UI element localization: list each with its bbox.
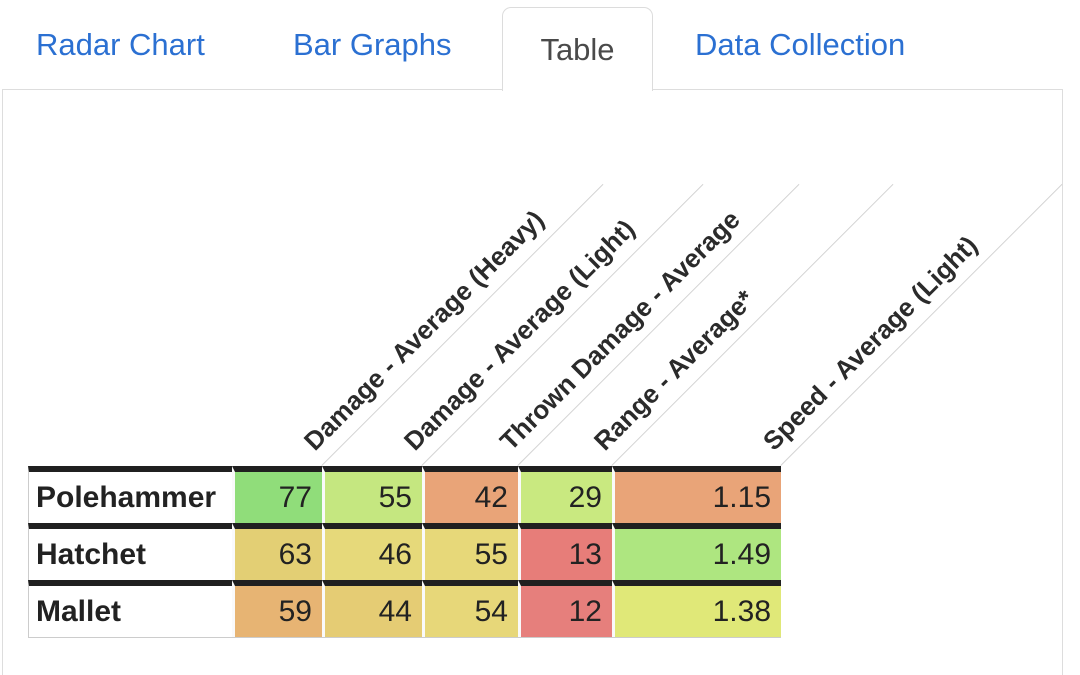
cell-value: 55 <box>322 466 422 523</box>
cell-value: 1.15 <box>612 466 781 523</box>
table-row-hatchet: Hatchet 63 46 55 13 1.49 <box>28 523 781 580</box>
cell-value: 42 <box>422 466 518 523</box>
cell-value: 63 <box>232 523 322 580</box>
row-header-polehammer: Polehammer <box>28 466 232 523</box>
cell-value: 12 <box>518 580 612 637</box>
cell-value: 13 <box>518 523 612 580</box>
table-row-polehammer: Polehammer 77 55 42 29 1.15 <box>28 466 781 523</box>
content-panel: Damage - Average (Heavy) Damage - Averag… <box>2 89 1063 675</box>
cell-value: 44 <box>322 580 422 637</box>
tab-bar: Radar Chart Bar Graphs Table Data Collec… <box>0 0 1080 91</box>
cell-value: 54 <box>422 580 518 637</box>
row-header-mallet: Mallet <box>28 580 232 637</box>
tab-bar-graphs[interactable]: Bar Graphs <box>293 26 452 62</box>
tab-data-collection[interactable]: Data Collection <box>695 26 906 62</box>
stats-table: Polehammer 77 55 42 29 1.15 Hatchet 63 4… <box>28 466 781 638</box>
cell-value: 1.38 <box>612 580 781 637</box>
cell-value: 55 <box>422 523 518 580</box>
column-header-speed: Speed - Average (Light) <box>753 156 1063 467</box>
cell-value: 29 <box>518 466 612 523</box>
row-header-hatchet: Hatchet <box>28 523 232 580</box>
cell-value: 59 <box>232 580 322 637</box>
column-header-area: Damage - Average (Heavy) Damage - Averag… <box>3 90 1063 467</box>
cell-value: 46 <box>322 523 422 580</box>
tab-radar-chart[interactable]: Radar Chart <box>36 26 205 62</box>
table-row-mallet: Mallet 59 44 54 12 1.38 <box>28 580 781 637</box>
tab-table-label: Table <box>540 31 615 67</box>
cell-value: 1.49 <box>612 523 781 580</box>
tab-table[interactable]: Table <box>502 7 653 91</box>
cell-value: 77 <box>232 466 322 523</box>
